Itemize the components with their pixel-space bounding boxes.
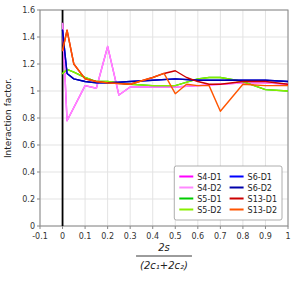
legend-swatch [230, 176, 244, 178]
legend-label: S4-D1 [197, 173, 221, 182]
grid-line [40, 118, 288, 119]
legend-swatch [179, 176, 193, 178]
series-line [63, 30, 288, 83]
legend-swatch [230, 187, 244, 189]
legend-swatch [230, 198, 244, 200]
legend: S4-D1 S4-D2 S5-D1 S5-D2 S6-D1 S6-D2 S13-D1 S13-… [174, 166, 282, 220]
series-line [63, 30, 288, 83]
plot-background [40, 10, 288, 226]
legend-label: S13-D2 [248, 206, 277, 215]
grid [40, 10, 288, 226]
x-tick-label: 0.5 [169, 232, 182, 241]
x-tick-label: 0.8 [237, 232, 250, 241]
legend-label: S5-D1 [197, 195, 221, 204]
y-tick-label: 1.4 [22, 33, 35, 42]
grid-line [40, 64, 288, 65]
legend-label: S4-D2 [197, 184, 221, 193]
y-tick-label: 0.6 [22, 141, 35, 150]
series-line [63, 30, 288, 84]
x-tick-label: 0 [60, 232, 65, 241]
x-tick-label: 1 [285, 232, 290, 241]
grid-line [40, 91, 288, 92]
fraction-bar [136, 256, 192, 257]
x-tick-label: 0.9 [259, 232, 272, 241]
series-line [63, 24, 288, 121]
x-tick-label: 0.4 [146, 232, 159, 241]
legend-swatch [179, 198, 193, 200]
x-tick-label: -0.1 [32, 232, 48, 241]
grid-line [40, 37, 288, 38]
x-tick-label: 0.6 [191, 232, 204, 241]
legend-swatch [230, 209, 244, 211]
x-tick-label: 0.7 [214, 232, 227, 241]
y-tick-label: 1 [30, 87, 35, 96]
y-axis-label: Interaction factor. [3, 78, 13, 158]
legend-label: S13-D1 [248, 195, 277, 204]
legend-label: S6-D2 [248, 184, 272, 193]
legend-swatch [179, 187, 193, 189]
y-tick-label: 1.2 [22, 60, 35, 69]
plot-frame [40, 10, 288, 226]
y-tick-label: 0.8 [22, 114, 35, 123]
chart: -0.100.10.20.30.40.50.60.70.80.9100.20.4… [0, 0, 300, 290]
grid-line [40, 145, 288, 146]
legend-label: S5-D2 [197, 206, 221, 215]
y-tick-label: 0.2 [22, 195, 35, 204]
y-tick-label: 1.6 [22, 6, 35, 15]
x-tick-label: 0.2 [101, 232, 114, 241]
y-tick-label: 0 [30, 222, 35, 231]
legend-swatch [179, 209, 193, 211]
plot-area [63, 10, 288, 226]
series-line [63, 24, 288, 121]
x-axis-label-numerator: 2s [158, 242, 170, 253]
legend-box [174, 166, 282, 220]
legend-label: S6-D1 [248, 173, 272, 182]
x-tick-label: 0.3 [124, 232, 137, 241]
series-line [63, 30, 288, 111]
x-tick-label: 0.1 [79, 232, 92, 241]
y-tick-label: 0.4 [22, 168, 35, 177]
x-axis-label-denominator: (2c₁+2c₂) [140, 260, 188, 271]
